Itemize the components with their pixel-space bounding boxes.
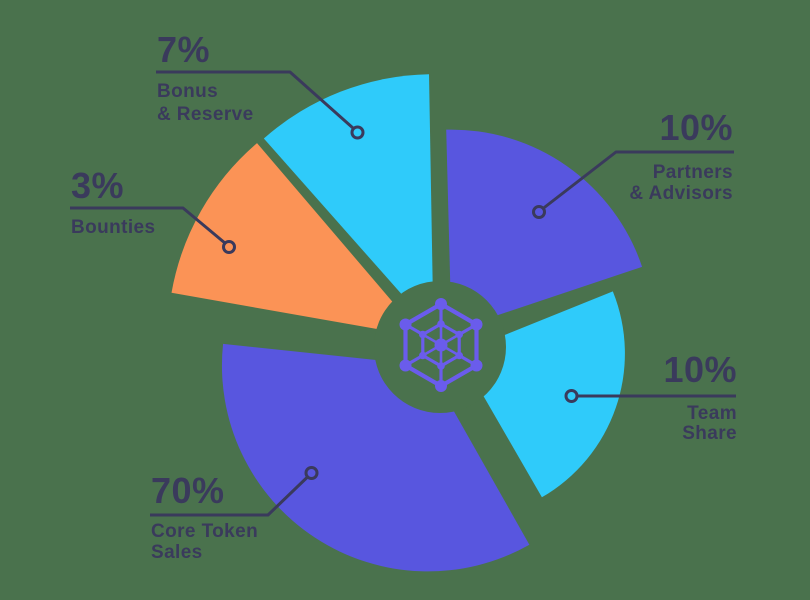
name-bounties: Bounties [71,217,156,238]
leader-line-core-token-sales [150,475,309,517]
leader-marker-bounties [222,240,236,254]
pct-team-share: 10% [663,349,737,390]
pct-bounties: 3% [71,165,125,206]
pct-partners-advisors: 10% [659,107,733,148]
leader-line-bounties [70,206,227,245]
label-partners-advisors: 10% Partners & Advisors [629,107,733,205]
leader-marker-partners-advisors [532,205,546,219]
leader-marker-team-share [564,389,579,403]
pct-bonus-reserve: 7% [157,29,211,70]
leader-marker-bonus-reserve [350,125,365,140]
leader-lines-layer [70,70,736,517]
pct-core-token-sales: 70% [151,470,225,511]
name-team-share: Team Share [682,403,737,444]
label-core-token-sales: 70% Core Token Sales [151,470,259,564]
icon-nodes [399,298,483,392]
pie-slice-bounties [171,143,423,338]
pie-slice-bonus-reserve [263,74,434,331]
leader-line-partners-advisors [542,150,734,210]
label-bonus-reserve: 7% Bonus & Reserve [157,30,254,126]
pie-slice-core-token-sales [221,343,530,572]
network-hexagon-icon [399,298,483,392]
name-partners-advisors: Partners & Advisors [629,162,733,204]
label-team-share: 10% Team Share [663,350,737,444]
name-bonus-reserve: Bonus & Reserve [157,81,254,125]
leader-marker-core-token-sales [304,466,319,480]
label-bounties: 3% Bounties [71,166,155,239]
pie-slice-partners-advisors [446,129,643,331]
leader-line-bonus-reserve [156,70,355,130]
name-core-token-sales: Core Token Sales [151,521,259,563]
